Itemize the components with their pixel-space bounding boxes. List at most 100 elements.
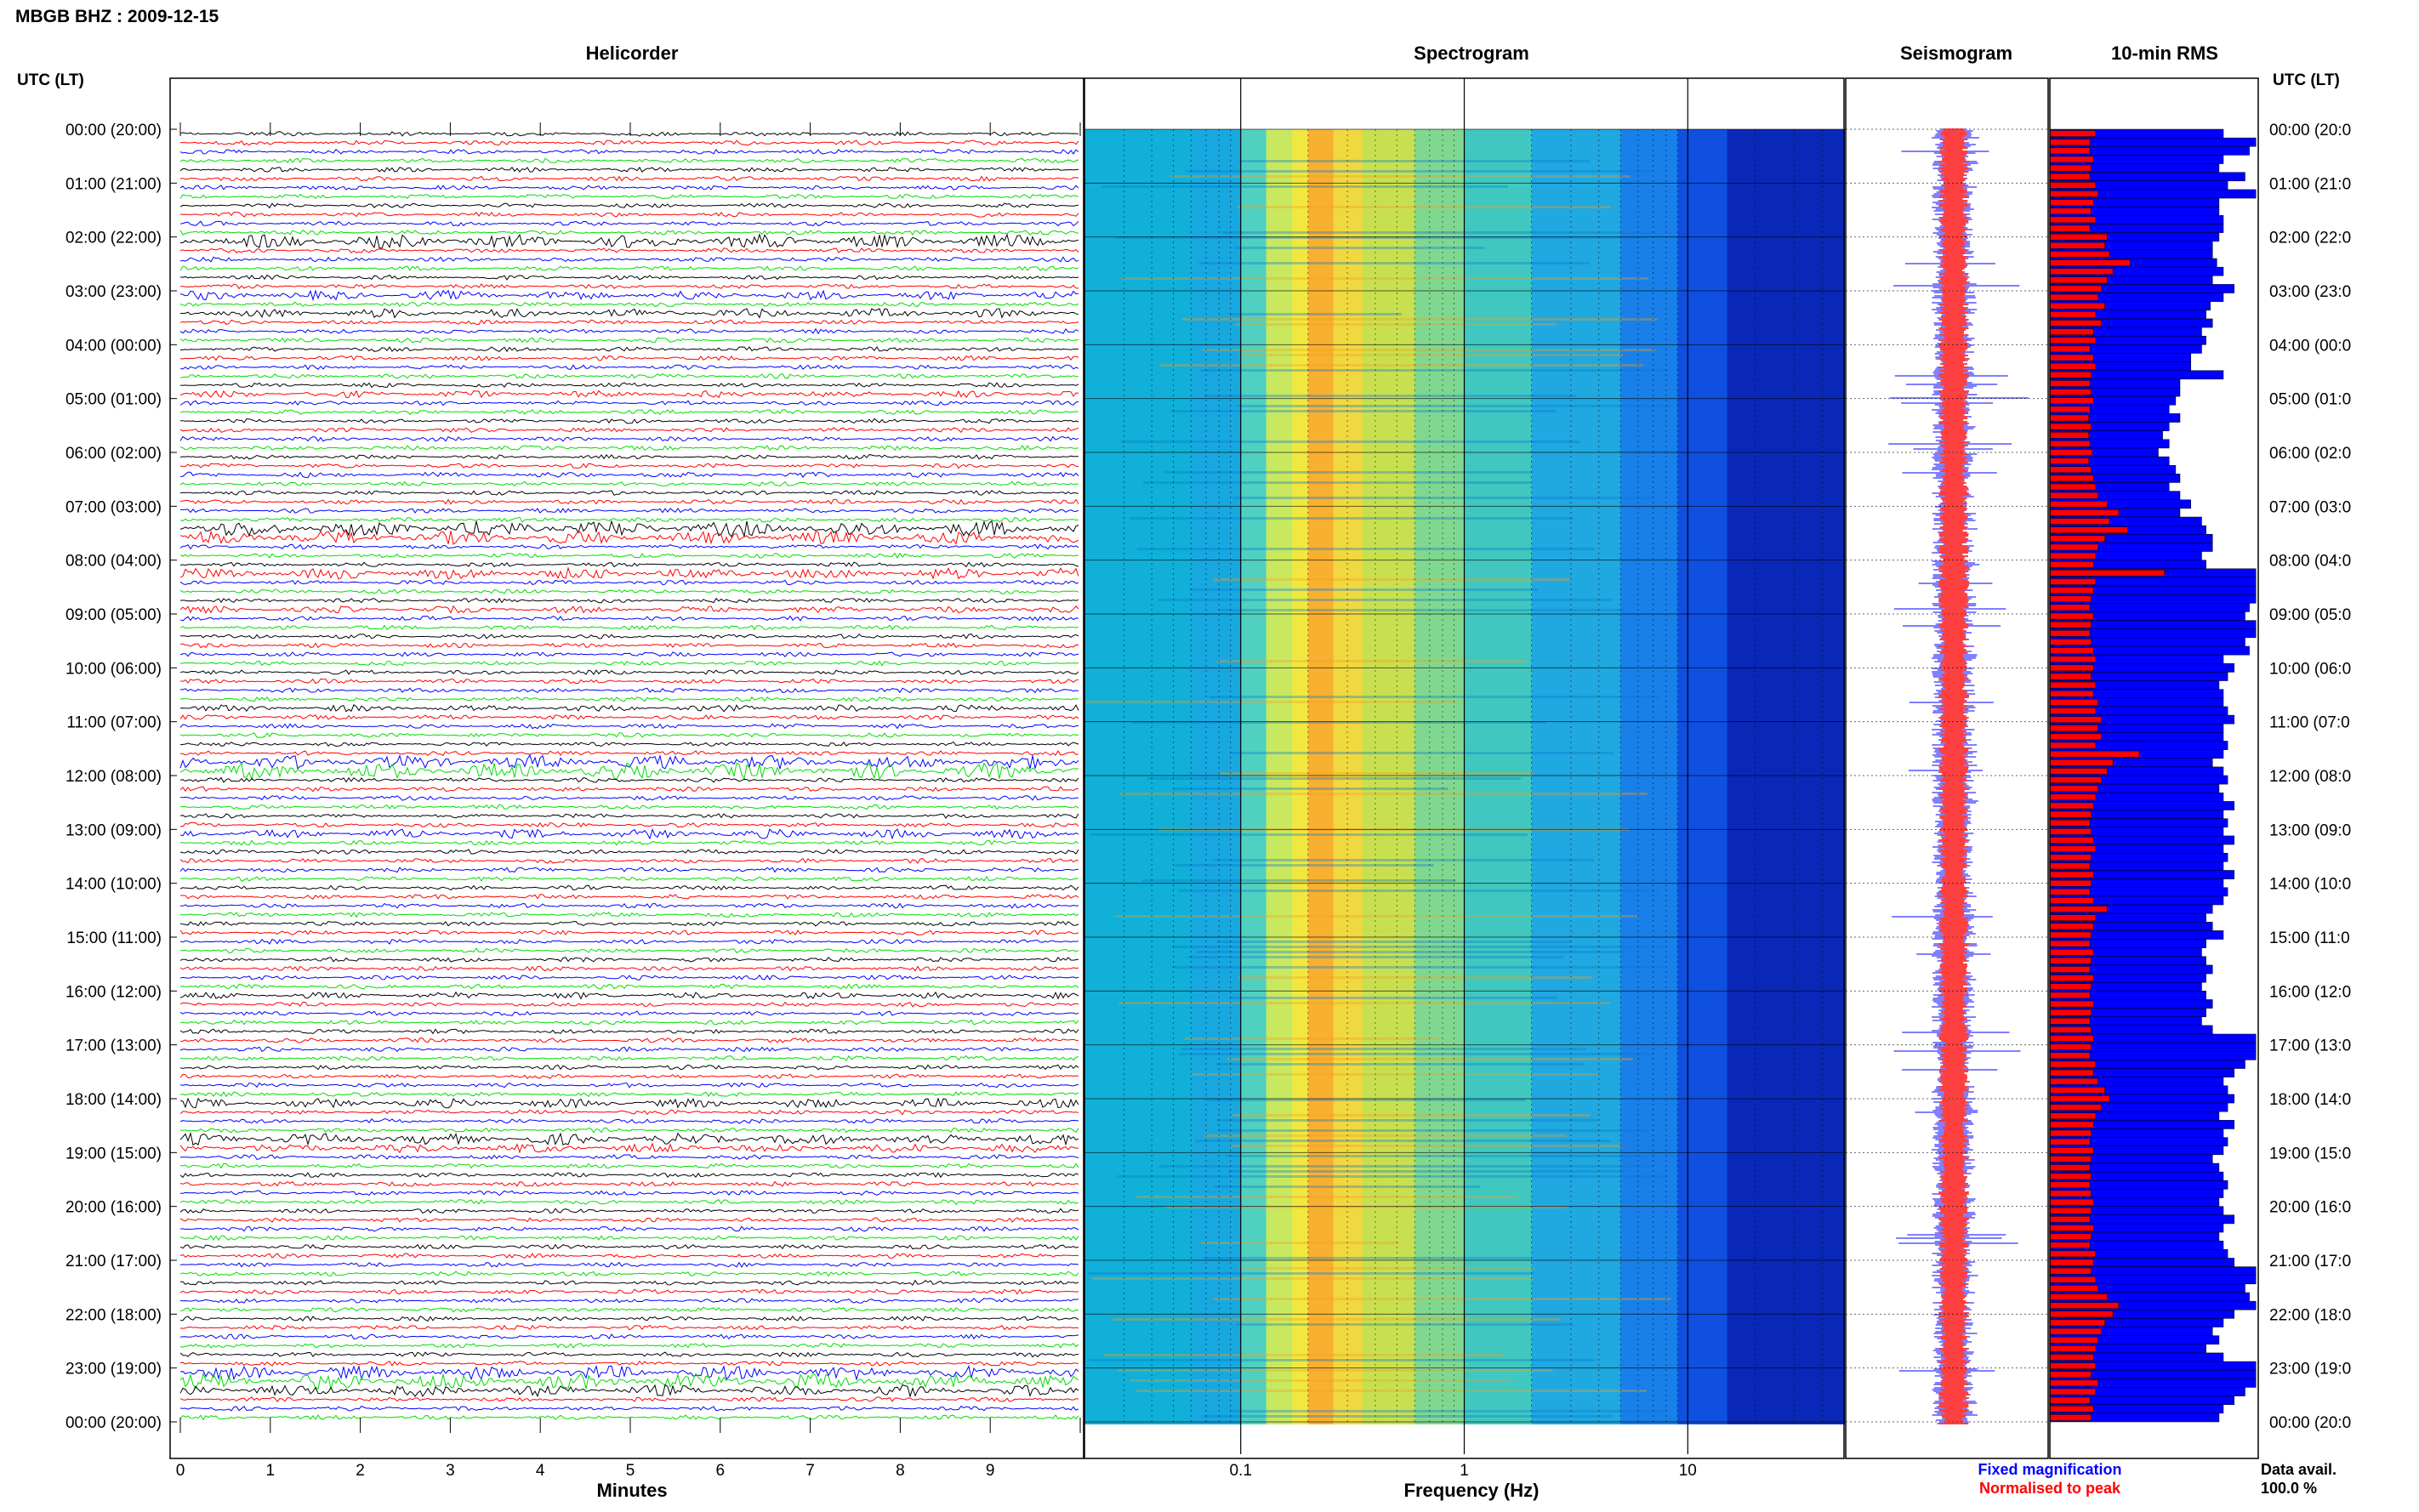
helicorder-trace xyxy=(179,1298,1079,1304)
spectrogram-frame xyxy=(1084,77,1845,1459)
spectrogram-stripe xyxy=(1230,1145,1621,1147)
minute-tick-label: 7 xyxy=(805,1462,815,1480)
rms-bar-normalised xyxy=(2049,147,2091,155)
helicorder-trace xyxy=(179,490,1079,496)
helicorder-trace xyxy=(179,193,1079,200)
helicorder-trace xyxy=(179,319,1079,326)
row-label-left: 11:00 (07:00) xyxy=(66,714,162,732)
helicorder-trace xyxy=(179,1396,1079,1403)
row-label-left: 09:00 (05:00) xyxy=(65,606,162,624)
helicorder-trace xyxy=(179,301,1079,307)
row-label-left: 04:00 (00:00) xyxy=(65,337,162,355)
rms-bar-normalised xyxy=(2049,328,2094,335)
rms-bar-normalised xyxy=(2049,441,2091,447)
data-avail-label: Data avail. xyxy=(2261,1461,2336,1478)
helicorder-trace xyxy=(179,498,1079,505)
helicorder-trace xyxy=(179,588,1079,594)
spectrogram-stripe xyxy=(1209,696,1660,698)
rms-bar-normalised xyxy=(2049,449,2093,456)
rms-bar-normalised xyxy=(2049,1207,2092,1214)
spectrogram-stripe xyxy=(1091,1277,1534,1280)
helicorder-trace xyxy=(180,687,1079,694)
rms-bar-normalised xyxy=(2049,233,2108,241)
helicorder-trace xyxy=(179,723,1079,730)
left-axis-label: UTC (LT) xyxy=(17,71,84,89)
row-label-right: 12:00 (08:0 xyxy=(2269,768,2351,786)
rms-bar-normalised xyxy=(2049,845,2097,852)
rms-bar-normalised xyxy=(2049,1069,2094,1077)
rms-bar-normalised xyxy=(2049,225,2091,232)
spectrogram-stripe xyxy=(1186,170,1652,173)
helicorder-trace xyxy=(179,750,1079,756)
rms-bar-normalised xyxy=(2049,164,2092,172)
helicorder-trace xyxy=(179,337,1079,344)
helicorder-trace xyxy=(179,1217,1079,1223)
helicorder-trace xyxy=(180,283,1079,290)
row-label-right: 07:00 (03:0 xyxy=(2269,498,2351,516)
spectrogram-stripe xyxy=(1136,548,1595,550)
row-label-left: 18:00 (14:00) xyxy=(65,1091,162,1109)
helicorder-trace xyxy=(179,445,1079,452)
rms-bar-normalised xyxy=(2049,362,2097,370)
spectrogram-stripe xyxy=(1115,915,1638,918)
helicorder-trace xyxy=(179,1360,1079,1367)
helicorder-trace xyxy=(179,327,1079,335)
spectrogram-stripe xyxy=(1160,364,1643,367)
rms-bar-normalised xyxy=(2049,182,2097,189)
rms-bar-normalised xyxy=(2049,293,2098,301)
rms-bar-normalised xyxy=(2049,1198,2094,1206)
row-label-left: 00:00 (20:00) xyxy=(65,1414,162,1432)
spectrogram-band xyxy=(1084,129,1192,1424)
rms-bar-normalised xyxy=(2049,725,2098,732)
rms-bar-normalised xyxy=(2049,190,2098,197)
helicorder-trace xyxy=(179,1270,1079,1277)
helicorder-trace xyxy=(179,1064,1079,1071)
rms-bar-normalised xyxy=(2049,406,2091,413)
spectrogram-stripe xyxy=(1236,1323,1574,1326)
row-label-left: 10:00 (06:00) xyxy=(65,660,162,678)
rms-bar-normalised xyxy=(2049,1173,2092,1179)
helicorder-trace xyxy=(179,669,1079,675)
spectrogram-stripe xyxy=(1229,997,1557,999)
rms-bar-normalised xyxy=(2049,776,2102,783)
rms-bar-normalised xyxy=(2049,251,2110,258)
helicorder-trace xyxy=(179,175,1079,182)
spectrogram-stripe xyxy=(1135,1196,1518,1198)
spectrogram-image xyxy=(1084,78,1845,1454)
spectrogram-stripe xyxy=(1181,1048,1587,1050)
helicorder-trace xyxy=(179,389,1079,399)
rms-bar-normalised xyxy=(2049,423,2092,430)
minute-tick-label: 3 xyxy=(446,1462,455,1480)
row-label-right: 08:00 (04:0 xyxy=(2269,553,2351,571)
spectrogram-stripe xyxy=(1215,1063,1584,1066)
spectrogram-stripe xyxy=(1203,1257,1532,1259)
helicorder-trace xyxy=(180,471,1079,479)
helicorder-trace xyxy=(179,418,1079,424)
helicorder-trace xyxy=(179,157,1079,164)
helicorder-trace xyxy=(179,920,1079,927)
rms-bar-normalised xyxy=(2049,354,2094,361)
spectrogram-stripe xyxy=(1164,471,1533,474)
row-label-right: 00:00 (20:0 xyxy=(2269,1414,2351,1432)
rms-bar-normalised xyxy=(2049,802,2094,810)
spectrogram-stripe xyxy=(1085,701,1458,703)
spectrogram-stripe xyxy=(1238,976,1592,979)
spectrogram-stripe xyxy=(1089,1359,1595,1361)
spectrogram-stripe xyxy=(1172,966,1664,969)
spectrogram-stripe xyxy=(1199,369,1669,372)
helicorder-trace xyxy=(179,1154,1079,1161)
seismogram-trace xyxy=(1888,128,2029,1424)
rms-bar-normalised xyxy=(2049,1267,2092,1275)
helicorder-trace xyxy=(179,530,1079,545)
rms-bar-normalised xyxy=(2049,509,2120,516)
helicorder-trace xyxy=(179,308,1079,319)
helicorder-trace xyxy=(179,1324,1079,1331)
helicorder-trace xyxy=(179,651,1079,657)
rms-bar-normalised xyxy=(2049,501,2108,508)
rms-bar-normalised xyxy=(2049,380,2091,387)
helicorder-trace xyxy=(179,1131,1079,1146)
spectrogram-stripe xyxy=(1117,1175,1671,1178)
rms-bar-normalised xyxy=(2049,1018,2091,1025)
rms-bar-normalised xyxy=(2049,458,2090,464)
rms-bar-normalised xyxy=(2049,139,2091,145)
